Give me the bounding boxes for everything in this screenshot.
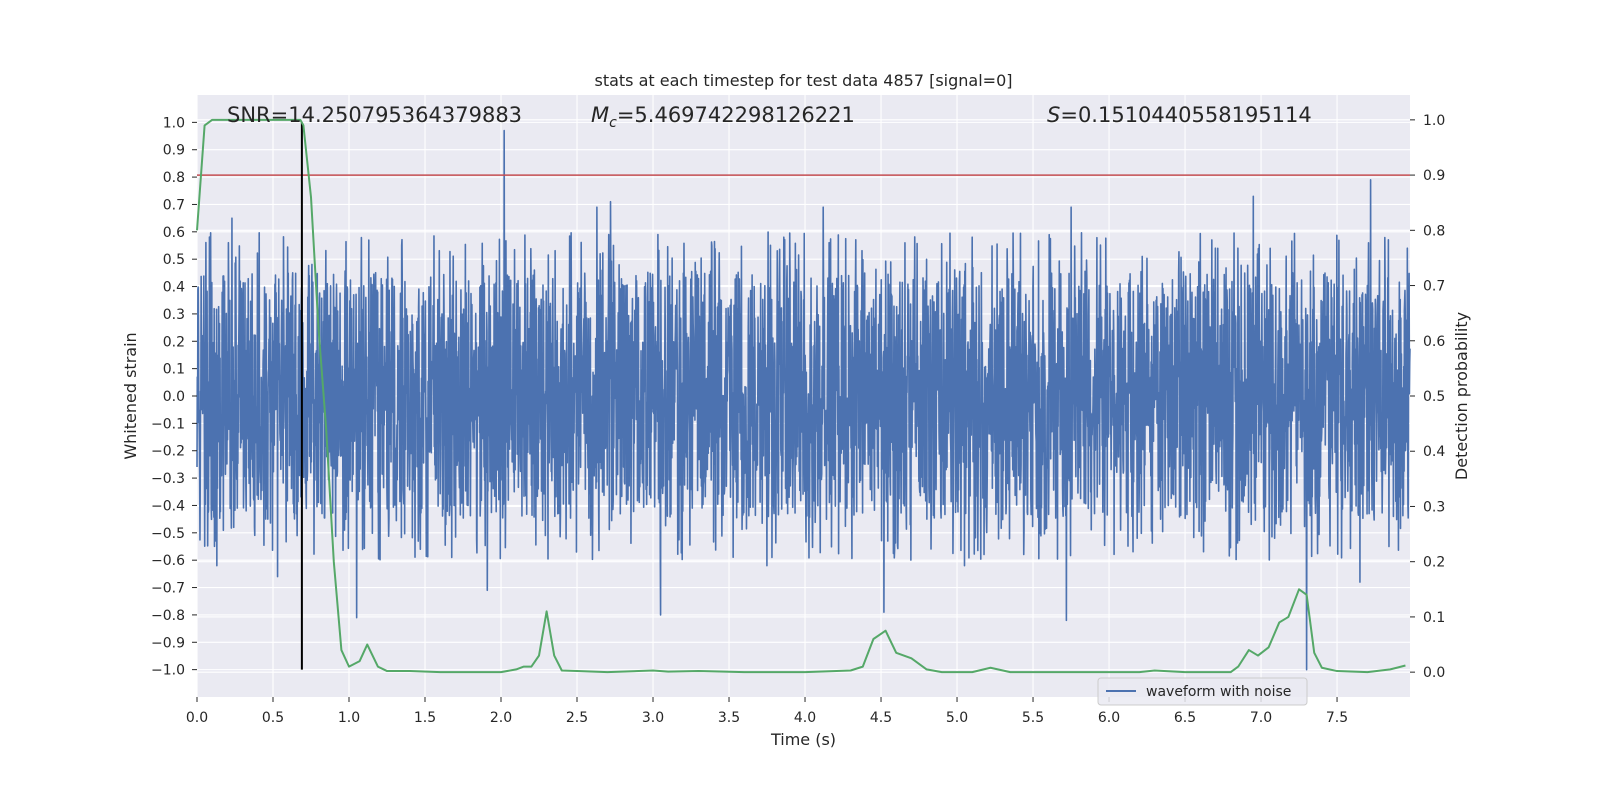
y-tick-label: −0.7 bbox=[151, 581, 185, 597]
y-right-tick-label: 0.6 bbox=[1423, 334, 1445, 350]
y-right-tick-label: 0.5 bbox=[1423, 389, 1445, 405]
y-tick-label: 1.0 bbox=[163, 115, 185, 131]
x-tick-label: 6.5 bbox=[1174, 710, 1196, 726]
legend-label-waveform: waveform with noise bbox=[1146, 684, 1291, 700]
waveform-line bbox=[196, 129, 1411, 671]
x-tick-label: 4.5 bbox=[870, 710, 892, 726]
detection-probability-line bbox=[196, 118, 1406, 674]
y-tick-label: 0.5 bbox=[163, 252, 185, 268]
chart-title: stats at each timestep for test data 485… bbox=[594, 71, 1012, 90]
snr-annotation: SNR=14.250795364379883 bbox=[227, 103, 522, 127]
s-annotation: S=0.1510440558195114 bbox=[1047, 103, 1312, 127]
y-tick-label: −0.2 bbox=[151, 444, 185, 460]
y-tick-label: −0.5 bbox=[151, 526, 185, 542]
s-value: =0.1510440558195114 bbox=[1060, 103, 1311, 127]
x-tick-label: 0.5 bbox=[262, 710, 284, 726]
s-symbol: S bbox=[1047, 103, 1060, 127]
y-tick-label: 0.9 bbox=[163, 143, 185, 159]
x-tick-label: 7.0 bbox=[1250, 710, 1272, 726]
y-right-tick-label: 0.7 bbox=[1423, 279, 1445, 295]
y-axis-right-label: Detection probability bbox=[1452, 312, 1471, 480]
y-right-tick-label: 0.3 bbox=[1423, 499, 1445, 515]
y-right-tick-label: 1.0 bbox=[1423, 113, 1445, 129]
y-tick-label: 0.3 bbox=[163, 307, 185, 323]
overlay-lines bbox=[196, 118, 1410, 674]
y-right-tick-label: 0.2 bbox=[1423, 555, 1445, 571]
y-tick-label: −0.1 bbox=[151, 416, 185, 432]
chirp-mass-subscript: c bbox=[609, 115, 617, 131]
axes: 0.0 0.5 1.0 1.5 2.0 2.5 3.0 3.5 4.0 4.5 5.0 5.5 6.0 6… bbox=[151, 113, 1445, 726]
x-tick-label: 6.0 bbox=[1098, 710, 1120, 726]
x-tick-label: 0.0 bbox=[186, 710, 208, 726]
y-tick-label: 0.4 bbox=[163, 280, 185, 296]
y-tick-label: 0.1 bbox=[163, 362, 185, 378]
chirp-mass-symbol: M bbox=[591, 103, 609, 127]
x-tick-label: 4.0 bbox=[794, 710, 816, 726]
y-right-tick-label: 0.9 bbox=[1423, 168, 1445, 184]
y-tick-label: 0.7 bbox=[163, 197, 185, 213]
chirp-mass-value: =5.469742298126221 bbox=[617, 103, 855, 127]
y-tick-label: 0.2 bbox=[163, 334, 185, 350]
x-tick-label: 1.5 bbox=[414, 710, 436, 726]
legend: waveform with noise bbox=[1097, 677, 1308, 706]
x-tick-label: 2.0 bbox=[490, 710, 512, 726]
y-tick-label: −1.0 bbox=[151, 663, 185, 679]
y-right-tick-label: 0.1 bbox=[1423, 610, 1445, 626]
y-tick-label: −0.6 bbox=[151, 553, 185, 569]
x-tick-label: 1.0 bbox=[338, 710, 360, 726]
x-tick-label: 7.5 bbox=[1326, 710, 1348, 726]
legend-box bbox=[1097, 677, 1308, 706]
chirp-mass-annotation: Mc=5.469742298126221 bbox=[591, 103, 855, 131]
y-tick-label: 0.8 bbox=[163, 170, 185, 186]
x-tick-label: 5.0 bbox=[946, 710, 968, 726]
x-tick-label: 3.0 bbox=[642, 710, 664, 726]
y-tick-label: −0.8 bbox=[151, 608, 185, 624]
y-tick-label: 0.6 bbox=[163, 225, 185, 241]
waveform-series bbox=[196, 129, 1411, 671]
y-right-tick-label: 0.8 bbox=[1423, 223, 1445, 239]
x-axis-label: Time (s) bbox=[770, 730, 836, 749]
y-tick-label: −0.9 bbox=[151, 635, 185, 651]
y-tick-label: −0.4 bbox=[151, 498, 185, 514]
x-tick-label: 2.5 bbox=[566, 710, 588, 726]
y-tick-label: −0.3 bbox=[151, 471, 185, 487]
x-tick-label: 5.5 bbox=[1022, 710, 1044, 726]
y-tick-label: 0.0 bbox=[163, 389, 185, 405]
x-tick-label: 3.5 bbox=[718, 710, 740, 726]
y-right-tick-label: 0.4 bbox=[1423, 444, 1445, 460]
y-right-tick-label: 0.0 bbox=[1423, 665, 1445, 681]
y-axis-label: Whitened strain bbox=[121, 332, 140, 459]
